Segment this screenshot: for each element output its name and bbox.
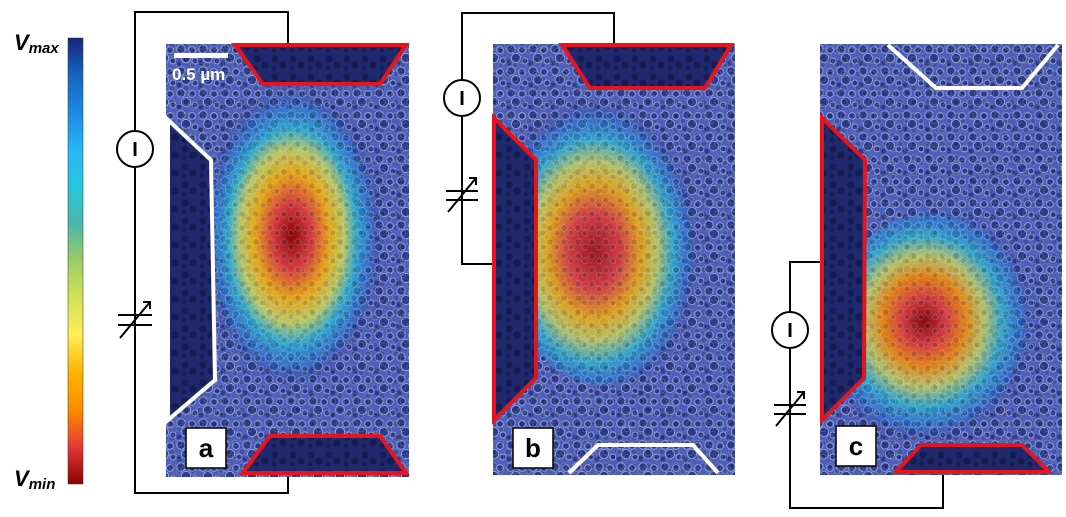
ammeter-a: I [116,130,154,168]
panel-label-box-c [835,425,877,467]
panel-b: I b [443,12,735,475]
ammeter-c: I [771,311,809,349]
colorbar: Vmax Vmin [14,30,84,493]
electrode-bottom-b [567,443,720,475]
voltage-source-icon-a [118,301,152,339]
svg-text:I: I [132,139,138,161]
colorbar-min-label: Vmin [14,466,55,493]
electrode-top-c [886,43,1060,90]
scale-bar: 0.5 µm [172,53,228,84]
svg-text:I: I [459,88,465,110]
circuit-a [134,11,289,494]
panel-a: I 0.5 µm a [116,11,410,494]
panel-c: I c [771,43,1062,509]
voltage-source-icon-c [774,391,806,427]
electrode-left-a [166,115,218,425]
circuit-c [789,261,944,509]
electrode-bottom-c [891,443,1054,474]
colorbar-max-label: Vmax [14,30,59,57]
panel-label-box-b [512,427,554,469]
electrode-top-a [231,43,410,86]
circuit-b [461,12,615,265]
panel-letter-a: a [199,433,214,463]
electrode-top-b [558,43,735,90]
colorbar-bar [67,37,84,485]
ammeter-b: I [443,79,481,117]
panel-label-box-a [185,427,227,469]
electrode-bottom-a [239,434,410,475]
voltage-source-icon-b [446,177,478,213]
panel-letter-c: c [849,431,863,461]
electrode-left-c [820,113,868,425]
panel-letter-b: b [525,433,541,463]
electrode-left-b [492,113,538,425]
svg-text:I: I [787,320,793,342]
scale-bar-label: 0.5 µm [172,65,225,84]
